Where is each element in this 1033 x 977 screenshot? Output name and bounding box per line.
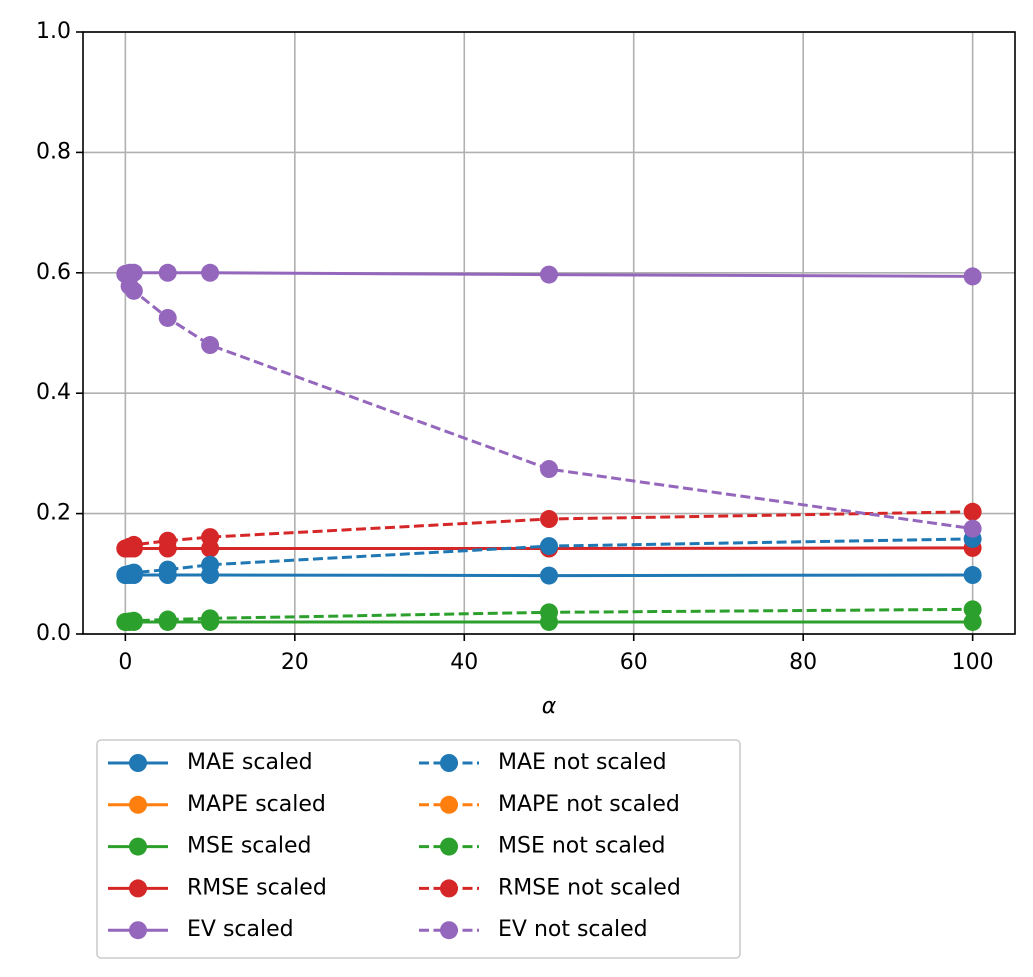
x-tick-label: 0 [118, 650, 132, 675]
x-tick-label: 60 [620, 650, 648, 675]
point [201, 336, 220, 355]
point [963, 519, 982, 538]
y-tick-label: 0.2 [36, 501, 71, 526]
x-tick-label: 100 [952, 650, 994, 675]
legend-marker [129, 879, 147, 898]
legend-label: MAPE not scaled [498, 792, 680, 817]
point [158, 308, 177, 327]
legend-marker [440, 837, 458, 856]
legend-label: EV scaled [187, 917, 294, 942]
legend-marker [129, 754, 147, 772]
point [201, 263, 220, 282]
point [124, 281, 143, 300]
point [201, 555, 220, 574]
legend-box [96, 739, 741, 959]
y-tick-label: 1.0 [36, 19, 71, 44]
point [963, 612, 982, 631]
y-tick-label: 0.4 [36, 380, 71, 405]
point [158, 531, 177, 550]
point [124, 563, 143, 582]
point [124, 535, 143, 554]
point [158, 263, 177, 282]
x-tick-label: 20 [281, 650, 309, 675]
legend-label: MAPE scaled [187, 792, 326, 817]
legend-label: MSE not scaled [498, 834, 666, 859]
point [158, 560, 177, 579]
legend-marker [129, 921, 147, 940]
point [540, 460, 558, 479]
point [963, 600, 982, 619]
legend-marker [440, 921, 458, 940]
legend-marker [129, 795, 147, 814]
legend-label: MAE not scaled [498, 750, 667, 775]
x-tick-label: 80 [789, 650, 817, 675]
point [158, 610, 177, 629]
y-tick-label: 0.6 [36, 260, 71, 285]
plot-frame [82, 31, 1016, 635]
point [540, 537, 558, 556]
legend-label: RMSE not scaled [498, 875, 681, 900]
series-line [123, 273, 973, 531]
legend-marker [129, 837, 147, 856]
x-tick-label: 40 [450, 650, 478, 675]
point [124, 611, 143, 630]
legend-marker [440, 754, 458, 772]
legend-marker [440, 795, 458, 814]
point [540, 510, 558, 529]
point [540, 265, 558, 284]
legend: MAE scaled MAPE scaled MSE scaled RMSE scal… [96, 739, 741, 959]
legend-marker [440, 879, 458, 898]
point [963, 566, 982, 585]
legend-label: EV not scaled [498, 917, 648, 942]
legend-label: MSE scaled [187, 834, 312, 859]
point [540, 603, 558, 622]
x-axis-label: α [542, 694, 557, 719]
y-tick-label: 0.8 [36, 139, 71, 164]
legend-label: MAE scaled [187, 750, 313, 775]
point [963, 267, 982, 286]
legend-label: RMSE scaled [187, 875, 327, 900]
point [201, 528, 220, 547]
y-tick-label: 0.0 [36, 621, 71, 646]
point [201, 609, 220, 628]
point [963, 502, 982, 521]
point [540, 566, 558, 585]
